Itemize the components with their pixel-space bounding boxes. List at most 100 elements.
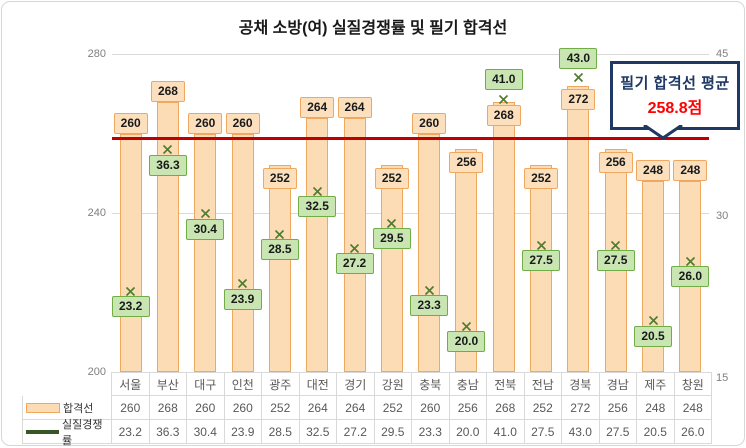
bar-value-label: 256	[598, 152, 633, 174]
bar-value-label: 256	[449, 152, 484, 174]
table-value-cell: 26.0	[674, 420, 712, 444]
bar	[380, 165, 403, 372]
table-value-cell: 27.2	[337, 420, 375, 444]
rate-value-label: 28.5	[260, 239, 299, 261]
rate-value-label: 23.3	[410, 295, 449, 317]
bar	[119, 133, 142, 372]
table-value-cell: 32.5	[299, 420, 337, 444]
rate-value-label: 36.3	[148, 154, 187, 176]
bar-value-label: 248	[673, 160, 708, 182]
bar-value-label: 268	[486, 104, 521, 126]
bar	[455, 149, 478, 372]
legend-swatch-bar-icon	[26, 402, 60, 413]
chart-title: 공채 소방(여) 실질경쟁률 및 필기 합격선	[238, 20, 508, 37]
bar	[231, 133, 254, 372]
table-value-cell: 27.5	[524, 420, 562, 444]
y-axis-tick-label: 280	[87, 48, 106, 60]
y-axis-tick-label: 240	[87, 207, 106, 219]
x-marker-icon	[685, 254, 696, 266]
table-value-cell: 260	[112, 396, 150, 420]
bar-value-label: 264	[300, 96, 335, 118]
table-value-cell: 20.5	[637, 420, 675, 444]
rate-value-label: 32.5	[298, 196, 337, 217]
callout-tail-icon	[643, 125, 683, 140]
x-marker-icon	[648, 313, 659, 326]
bar-value-label: 260	[225, 112, 260, 134]
category-label: 경기	[337, 372, 375, 396]
callout-value: 258.8점	[647, 100, 703, 117]
table-value-cell: 27.5	[599, 420, 637, 444]
table-value-cell: 260	[412, 396, 450, 420]
y-axis-tick-label: 200	[87, 366, 106, 378]
bar-value-label: 252	[374, 168, 409, 190]
bar	[306, 117, 329, 372]
table-value-cell: 23.3	[412, 420, 450, 444]
table-value-cell: 248	[674, 396, 712, 420]
bar-value-label: 264	[337, 96, 372, 118]
table-value-cell: 260	[187, 396, 225, 420]
category-label: 제주	[637, 372, 675, 396]
table-value-cell: 264	[337, 396, 375, 420]
rate-value-label: 41.0	[484, 69, 523, 91]
table-value-cell: 268	[149, 396, 187, 420]
table-value-cell: 248	[637, 396, 675, 420]
y2-axis-tick-label: 15	[716, 372, 729, 384]
callout-title: 필기 합격선 평균	[620, 75, 730, 92]
average-line	[112, 136, 709, 140]
bar	[268, 165, 291, 372]
rate-value-label: 23.2	[111, 296, 150, 318]
plot-gridline	[112, 213, 709, 214]
bar-value-label: 252	[524, 168, 559, 190]
x-marker-icon	[536, 238, 547, 250]
rate-value-label: 43.0	[559, 47, 598, 69]
bar-value-label: 272	[561, 88, 596, 110]
table-value-cell: 260	[224, 396, 262, 420]
rate-value-label: 20.0	[447, 331, 486, 352]
legend-item-bars: 합격선	[22, 396, 112, 420]
rate-value-label: 27.5	[596, 250, 635, 271]
rate-value-label: 23.9	[223, 288, 262, 310]
x-marker-icon	[610, 238, 621, 250]
rate-value-label: 27.2	[335, 253, 374, 275]
category-label: 부산	[149, 372, 187, 396]
legend-swatch-line-icon	[26, 429, 59, 434]
x-marker-icon	[349, 241, 360, 253]
bar	[567, 85, 590, 372]
table-value-cell: 272	[562, 396, 600, 420]
table-value-cell: 252	[262, 396, 300, 420]
category-label: 창원	[674, 372, 712, 396]
plot-gridline	[112, 54, 709, 55]
bar-value-label: 248	[636, 160, 671, 182]
bar	[492, 101, 515, 372]
category-label: 대전	[299, 372, 337, 396]
table-value-cell: 23.9	[224, 420, 262, 444]
table-value-cell: 252	[374, 396, 412, 420]
table-value-cell: 41.0	[487, 420, 525, 444]
rate-value-label: 27.5	[522, 250, 561, 271]
table-value-cell: 256	[599, 396, 637, 420]
table-value-cell: 252	[524, 396, 562, 420]
y2-axis-tick-label: 30	[716, 210, 729, 222]
x-marker-icon	[274, 227, 285, 239]
x-marker-icon	[573, 70, 584, 83]
category-label: 광주	[262, 372, 300, 396]
table-corner-cell	[22, 372, 112, 396]
category-label: 전남	[524, 372, 562, 396]
bar	[343, 117, 366, 372]
category-label: 경북	[562, 372, 600, 396]
bar-value-label: 260	[412, 112, 447, 134]
legend-item-rate: 실질경쟁률	[22, 419, 112, 447]
table-value-cell: 268	[487, 396, 525, 420]
x-marker-icon	[424, 283, 435, 295]
bar-value-label: 252	[262, 168, 297, 190]
x-marker-icon	[237, 276, 248, 289]
category-label: 전북	[487, 372, 525, 396]
x-marker-icon	[125, 284, 136, 297]
x-marker-icon	[461, 319, 472, 331]
x-marker-icon	[498, 92, 509, 104]
table-value-cell: 43.0	[562, 420, 600, 444]
rate-value-label: 20.5	[634, 325, 673, 347]
bar	[194, 133, 217, 372]
